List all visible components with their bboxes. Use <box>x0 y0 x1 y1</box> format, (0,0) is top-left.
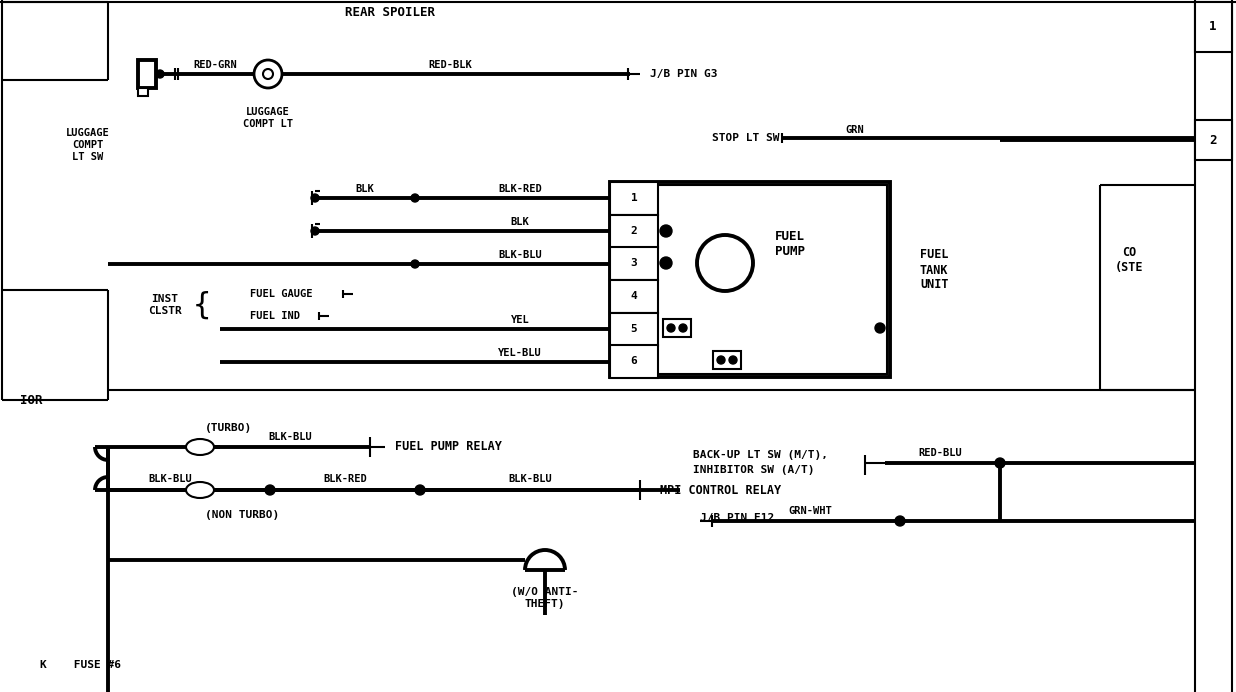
Bar <box>613 185 887 374</box>
Text: J/B PIN G3: J/B PIN G3 <box>650 69 718 79</box>
Circle shape <box>311 194 319 202</box>
Bar <box>138 60 156 88</box>
Text: 2: 2 <box>1209 134 1216 147</box>
Circle shape <box>255 60 282 88</box>
Text: RED-BLK: RED-BLK <box>428 60 472 70</box>
Text: FUEL GAUGE: FUEL GAUGE <box>250 289 313 299</box>
Circle shape <box>895 516 905 526</box>
Bar <box>662 319 691 337</box>
Text: {: { <box>193 291 211 320</box>
Bar <box>1195 2 1232 52</box>
Text: BLK-RED: BLK-RED <box>323 474 367 484</box>
Circle shape <box>660 257 672 269</box>
Circle shape <box>311 227 319 235</box>
Text: REAR SPOILER: REAR SPOILER <box>345 6 435 19</box>
Text: BLK: BLK <box>510 217 529 227</box>
Circle shape <box>679 324 687 332</box>
Circle shape <box>412 260 419 268</box>
Text: BLK-BLU: BLK-BLU <box>268 432 311 442</box>
Text: RED-BLU: RED-BLU <box>918 448 962 458</box>
Text: GRN-WHT: GRN-WHT <box>789 506 832 516</box>
Bar <box>611 345 658 378</box>
Text: MPI CONTROL RELAY: MPI CONTROL RELAY <box>660 484 781 496</box>
Text: BLK-RED: BLK-RED <box>498 184 541 194</box>
Text: BACK-UP LT SW (M/T),: BACK-UP LT SW (M/T), <box>693 450 828 460</box>
Circle shape <box>729 356 737 364</box>
Text: INHIBITOR SW (A/T): INHIBITOR SW (A/T) <box>693 465 815 475</box>
Text: 2: 2 <box>630 226 638 236</box>
Circle shape <box>265 485 274 495</box>
Text: K    FUSE #6: K FUSE #6 <box>40 660 121 670</box>
Circle shape <box>995 458 1005 468</box>
Text: FUEL IND: FUEL IND <box>250 311 300 321</box>
Text: YEL-BLU: YEL-BLU <box>498 348 541 358</box>
Text: BLK-BLU: BLK-BLU <box>498 250 541 260</box>
Text: INST
CLSTR: INST CLSTR <box>148 294 182 316</box>
Text: CO
(STE: CO (STE <box>1115 246 1143 274</box>
Bar <box>1195 120 1232 160</box>
Circle shape <box>875 323 885 333</box>
Text: BLK-BLU: BLK-BLU <box>508 474 552 484</box>
Circle shape <box>717 356 726 364</box>
Text: FUEL PUMP RELAY: FUEL PUMP RELAY <box>396 441 502 453</box>
Bar <box>611 215 658 248</box>
Text: (W/O ANTI-
THEFT): (W/O ANTI- THEFT) <box>512 588 578 609</box>
Circle shape <box>263 69 273 79</box>
Text: LUGGAGE
COMPT
LT SW: LUGGAGE COMPT LT SW <box>66 129 110 162</box>
Text: 1: 1 <box>1209 21 1216 33</box>
Bar <box>713 351 742 369</box>
Bar <box>138 88 148 96</box>
Text: 4: 4 <box>630 291 638 301</box>
Text: 3: 3 <box>630 258 638 268</box>
Ellipse shape <box>185 482 214 498</box>
Text: 1: 1 <box>630 193 638 203</box>
Text: FUEL
TANK
UNIT: FUEL TANK UNIT <box>920 248 948 291</box>
Text: (NON TURBO): (NON TURBO) <box>205 510 279 520</box>
Text: 6: 6 <box>630 356 638 366</box>
Text: FUEL
PUMP: FUEL PUMP <box>775 230 805 258</box>
Text: IOR: IOR <box>20 394 42 406</box>
Text: RED-GRN: RED-GRN <box>193 60 237 70</box>
Text: GRN: GRN <box>845 125 864 135</box>
Circle shape <box>412 194 419 202</box>
Bar <box>611 280 658 313</box>
Text: BLK-BLU: BLK-BLU <box>148 474 192 484</box>
Bar <box>611 182 658 215</box>
Bar <box>611 247 658 280</box>
Text: (TURBO): (TURBO) <box>205 423 252 433</box>
Text: BLK: BLK <box>356 184 375 194</box>
Bar <box>611 313 658 346</box>
Text: J/B PIN E12: J/B PIN E12 <box>700 513 774 523</box>
Ellipse shape <box>185 439 214 455</box>
Text: YEL: YEL <box>510 315 529 325</box>
Circle shape <box>156 70 164 78</box>
Circle shape <box>660 225 672 237</box>
Circle shape <box>415 485 425 495</box>
Bar <box>611 182 890 377</box>
Text: LUGGAGE
COMPT LT: LUGGAGE COMPT LT <box>243 107 293 129</box>
Text: 5: 5 <box>630 324 638 334</box>
Circle shape <box>667 324 675 332</box>
Circle shape <box>697 235 753 291</box>
Text: STOP LT SW: STOP LT SW <box>712 133 780 143</box>
